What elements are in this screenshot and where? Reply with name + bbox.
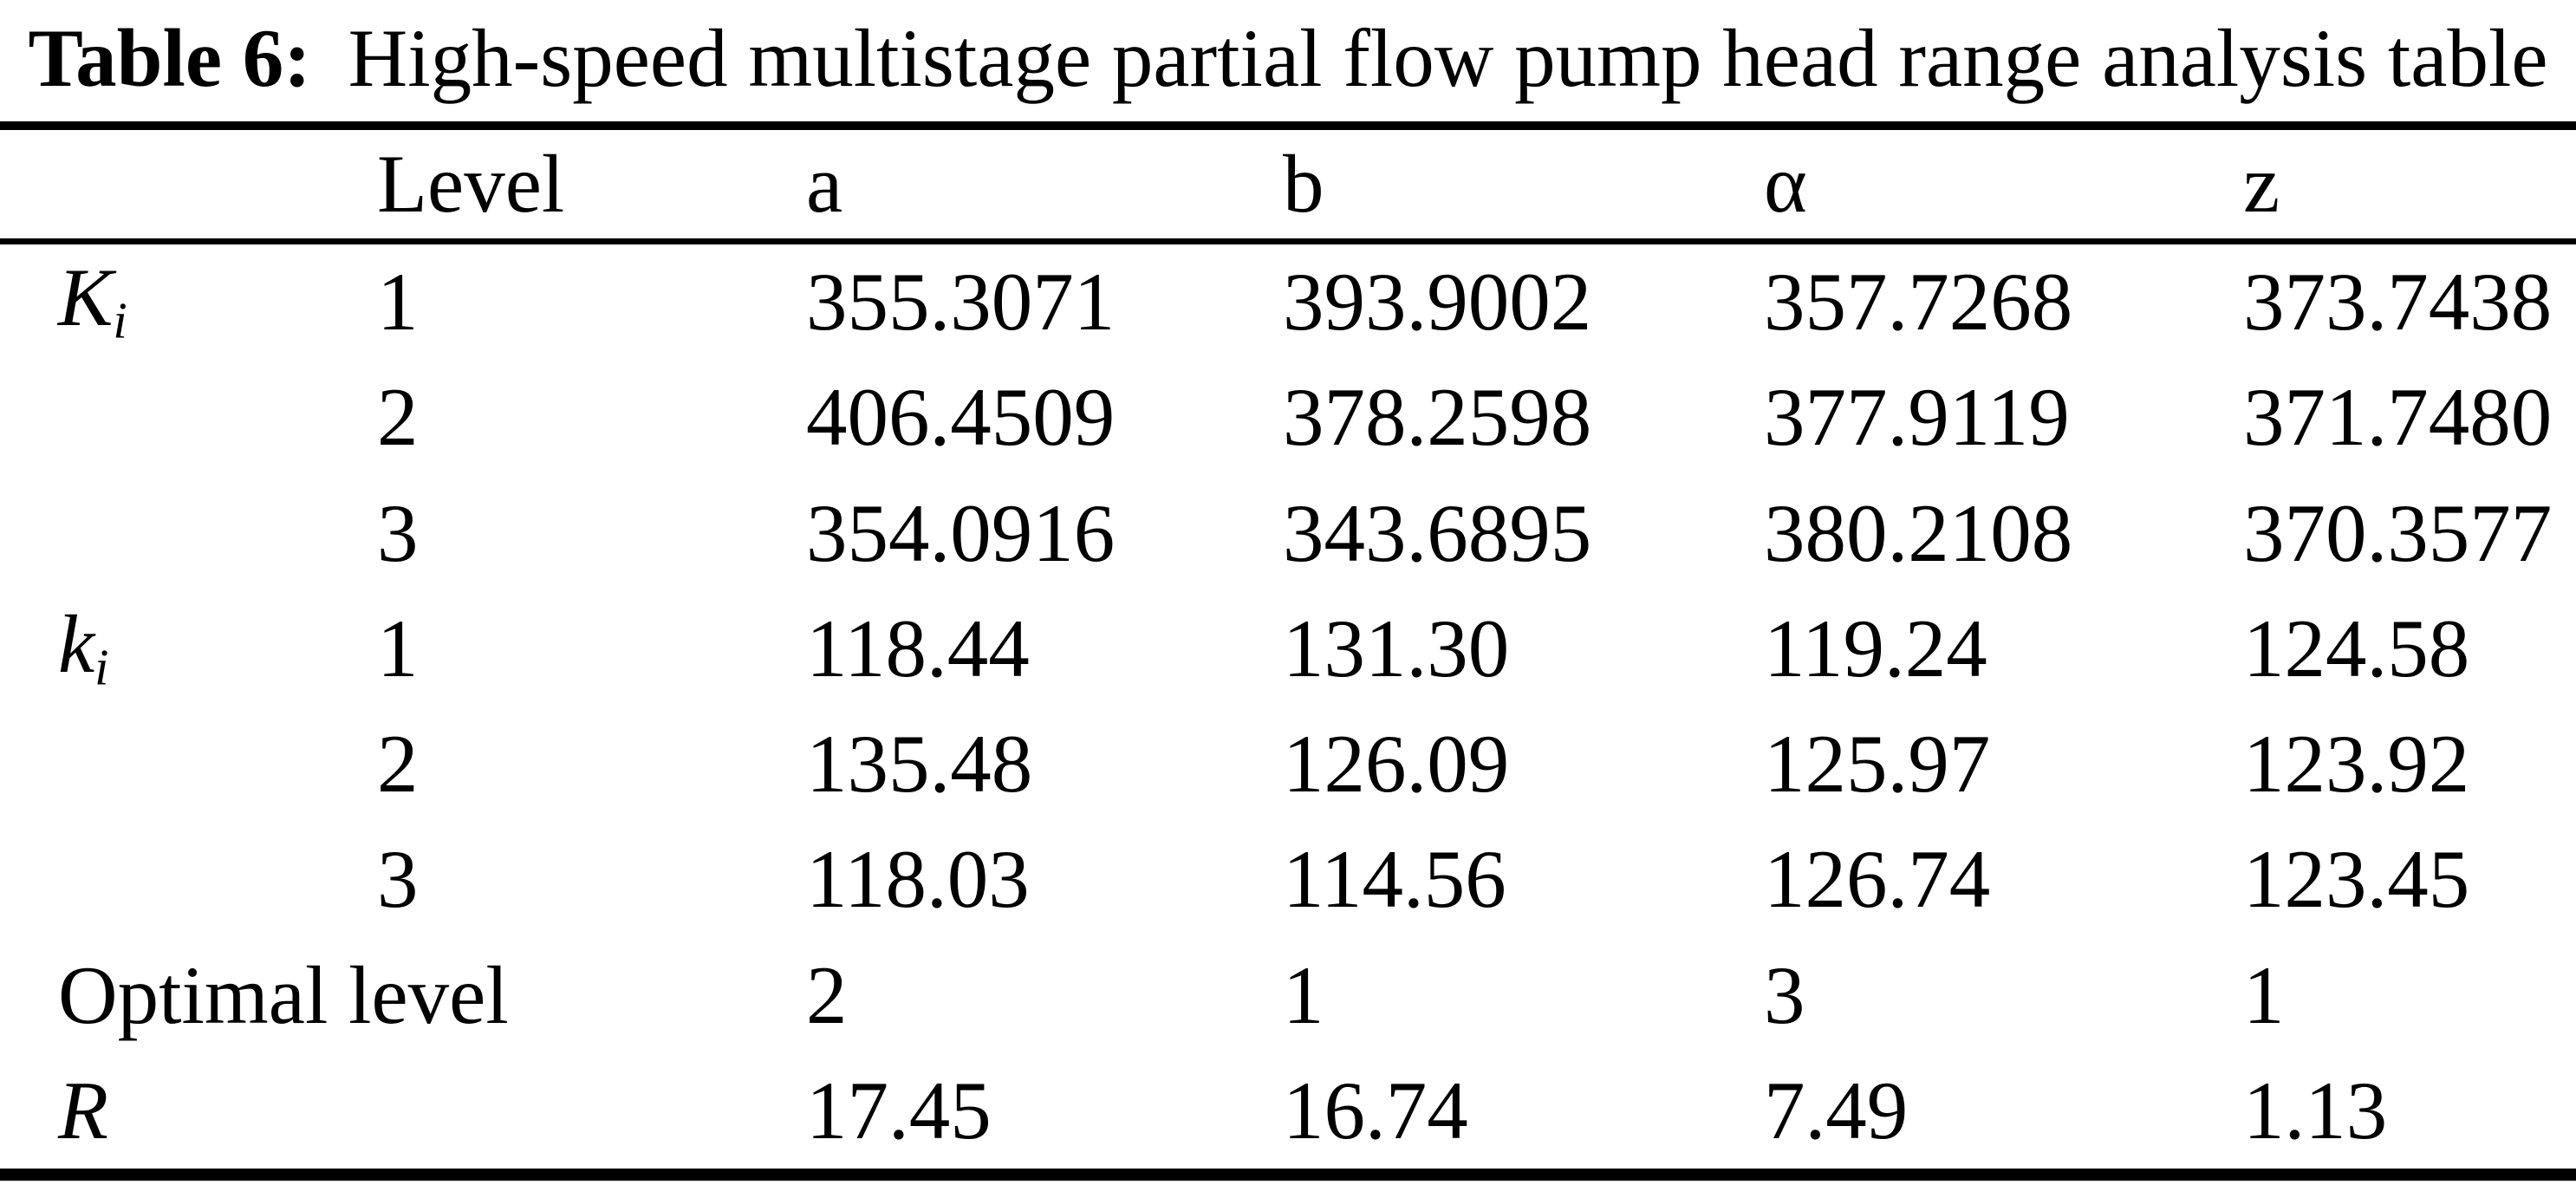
- table-body: Ki 1 355.3071 393.9002 357.7268 373.7438…: [0, 242, 2576, 1175]
- table-row: Ki 1 355.3071 393.9002 357.7268 373.7438: [0, 242, 2576, 361]
- table-cell: 118.03: [806, 833, 1030, 926]
- table-cell: 2: [377, 718, 419, 811]
- row-label-empty: [0, 822, 377, 937]
- table-cell: 1: [377, 256, 419, 348]
- row-label-Ki: Ki: [0, 242, 377, 361]
- table-cell: 377.9119: [1764, 371, 2070, 464]
- table-row: ki 1 118.44 131.30 119.24 124.58: [0, 591, 2576, 706]
- table-caption-label: Table 6:: [28, 12, 311, 104]
- table-row: 3 354.0916 343.6895 380.2108 370.3577: [0, 476, 2576, 591]
- row-label-empty: [0, 360, 377, 475]
- table-cell: 124.58: [2243, 602, 2470, 694]
- table-cell: 393.9002: [1283, 256, 1592, 348]
- table-cell: 3: [1764, 948, 1805, 1041]
- table-row: 3 118.03 114.56 126.74 123.45: [0, 822, 2576, 937]
- table-cell: 357.7268: [1764, 256, 2073, 348]
- table-cell: 125.97: [1764, 718, 1991, 811]
- column-header-z: z: [2243, 126, 2576, 244]
- table-header-row: Level a b α z: [0, 126, 2576, 244]
- table-cell: 135.48: [806, 718, 1033, 811]
- table-cell: 119.24: [1764, 602, 1987, 694]
- row-label-subscript: i: [113, 293, 127, 350]
- table-cell: 3: [377, 833, 419, 926]
- row-label-subscript: i: [94, 639, 109, 696]
- table-cell: 123.45: [2243, 833, 2470, 926]
- table-header: Level a b α z: [0, 126, 2576, 244]
- table-cell: 2: [377, 371, 419, 464]
- table-cell: 1: [1283, 948, 1324, 1041]
- table-cell: 126.74: [1764, 833, 1991, 926]
- table-cell: 406.4509: [806, 371, 1116, 464]
- row-label-text: R: [58, 1064, 109, 1156]
- column-header-b: b: [1283, 126, 1764, 244]
- table-cell: 1: [2243, 948, 2285, 1041]
- table-cell: 118.44: [806, 602, 1030, 694]
- table-cell: 355.3071: [806, 256, 1116, 348]
- table-cell: 7.49: [1764, 1064, 1909, 1156]
- row-label-R: R: [0, 1053, 806, 1175]
- table-cell: 131.30: [1283, 602, 1510, 694]
- table-cell: 371.7480: [2243, 371, 2553, 464]
- table-caption: Table 6: High-speed multistage partial fl…: [0, 0, 2576, 121]
- table-cell: 17.45: [806, 1064, 992, 1156]
- row-label-ki: ki: [0, 591, 377, 706]
- table-cell: 380.2108: [1764, 486, 2073, 579]
- column-header-a: a: [806, 126, 1283, 244]
- table-cell: 1: [377, 602, 419, 694]
- table-row: 2 406.4509 378.2598 377.9119 371.7480: [0, 360, 2576, 475]
- table-cell: 2: [806, 948, 848, 1041]
- table-cell: 123.92: [2243, 718, 2470, 811]
- column-header-level: Level: [377, 126, 806, 244]
- table-row: 2 135.48 126.09 125.97 123.92: [0, 706, 2576, 822]
- row-label-empty: [0, 476, 377, 591]
- table-cell: 3: [377, 486, 419, 579]
- column-header-alpha: α: [1764, 126, 2243, 244]
- table-row: R 17.45 16.74 7.49 1.13: [0, 1053, 2576, 1175]
- table-cell: 370.3577: [2243, 486, 2553, 579]
- table-row: Optimal level 2 1 3 1: [0, 938, 2576, 1053]
- table-cell: 114.56: [1283, 833, 1506, 926]
- column-header-rowlabel: [0, 126, 377, 244]
- row-label-empty: [0, 706, 377, 822]
- table-cell: 343.6895: [1283, 486, 1592, 579]
- table-cell: 16.74: [1283, 1064, 1468, 1156]
- analysis-table: Level a b α z Ki 1 355.3071 393.9002 357…: [0, 121, 2576, 1181]
- table-cell: 378.2598: [1283, 371, 1592, 464]
- row-label-text: K: [58, 251, 114, 344]
- table-cell: 354.0916: [806, 486, 1116, 579]
- table-cell: 1.13: [2243, 1064, 2388, 1156]
- table-caption-text: High-speed multistage partial flow pump …: [348, 12, 2548, 104]
- row-label-optimal-level: Optimal level: [58, 948, 509, 1041]
- table-cell: 126.09: [1283, 718, 1510, 811]
- row-label-text: k: [58, 598, 95, 691]
- table-cell: 373.7438: [2243, 256, 2553, 348]
